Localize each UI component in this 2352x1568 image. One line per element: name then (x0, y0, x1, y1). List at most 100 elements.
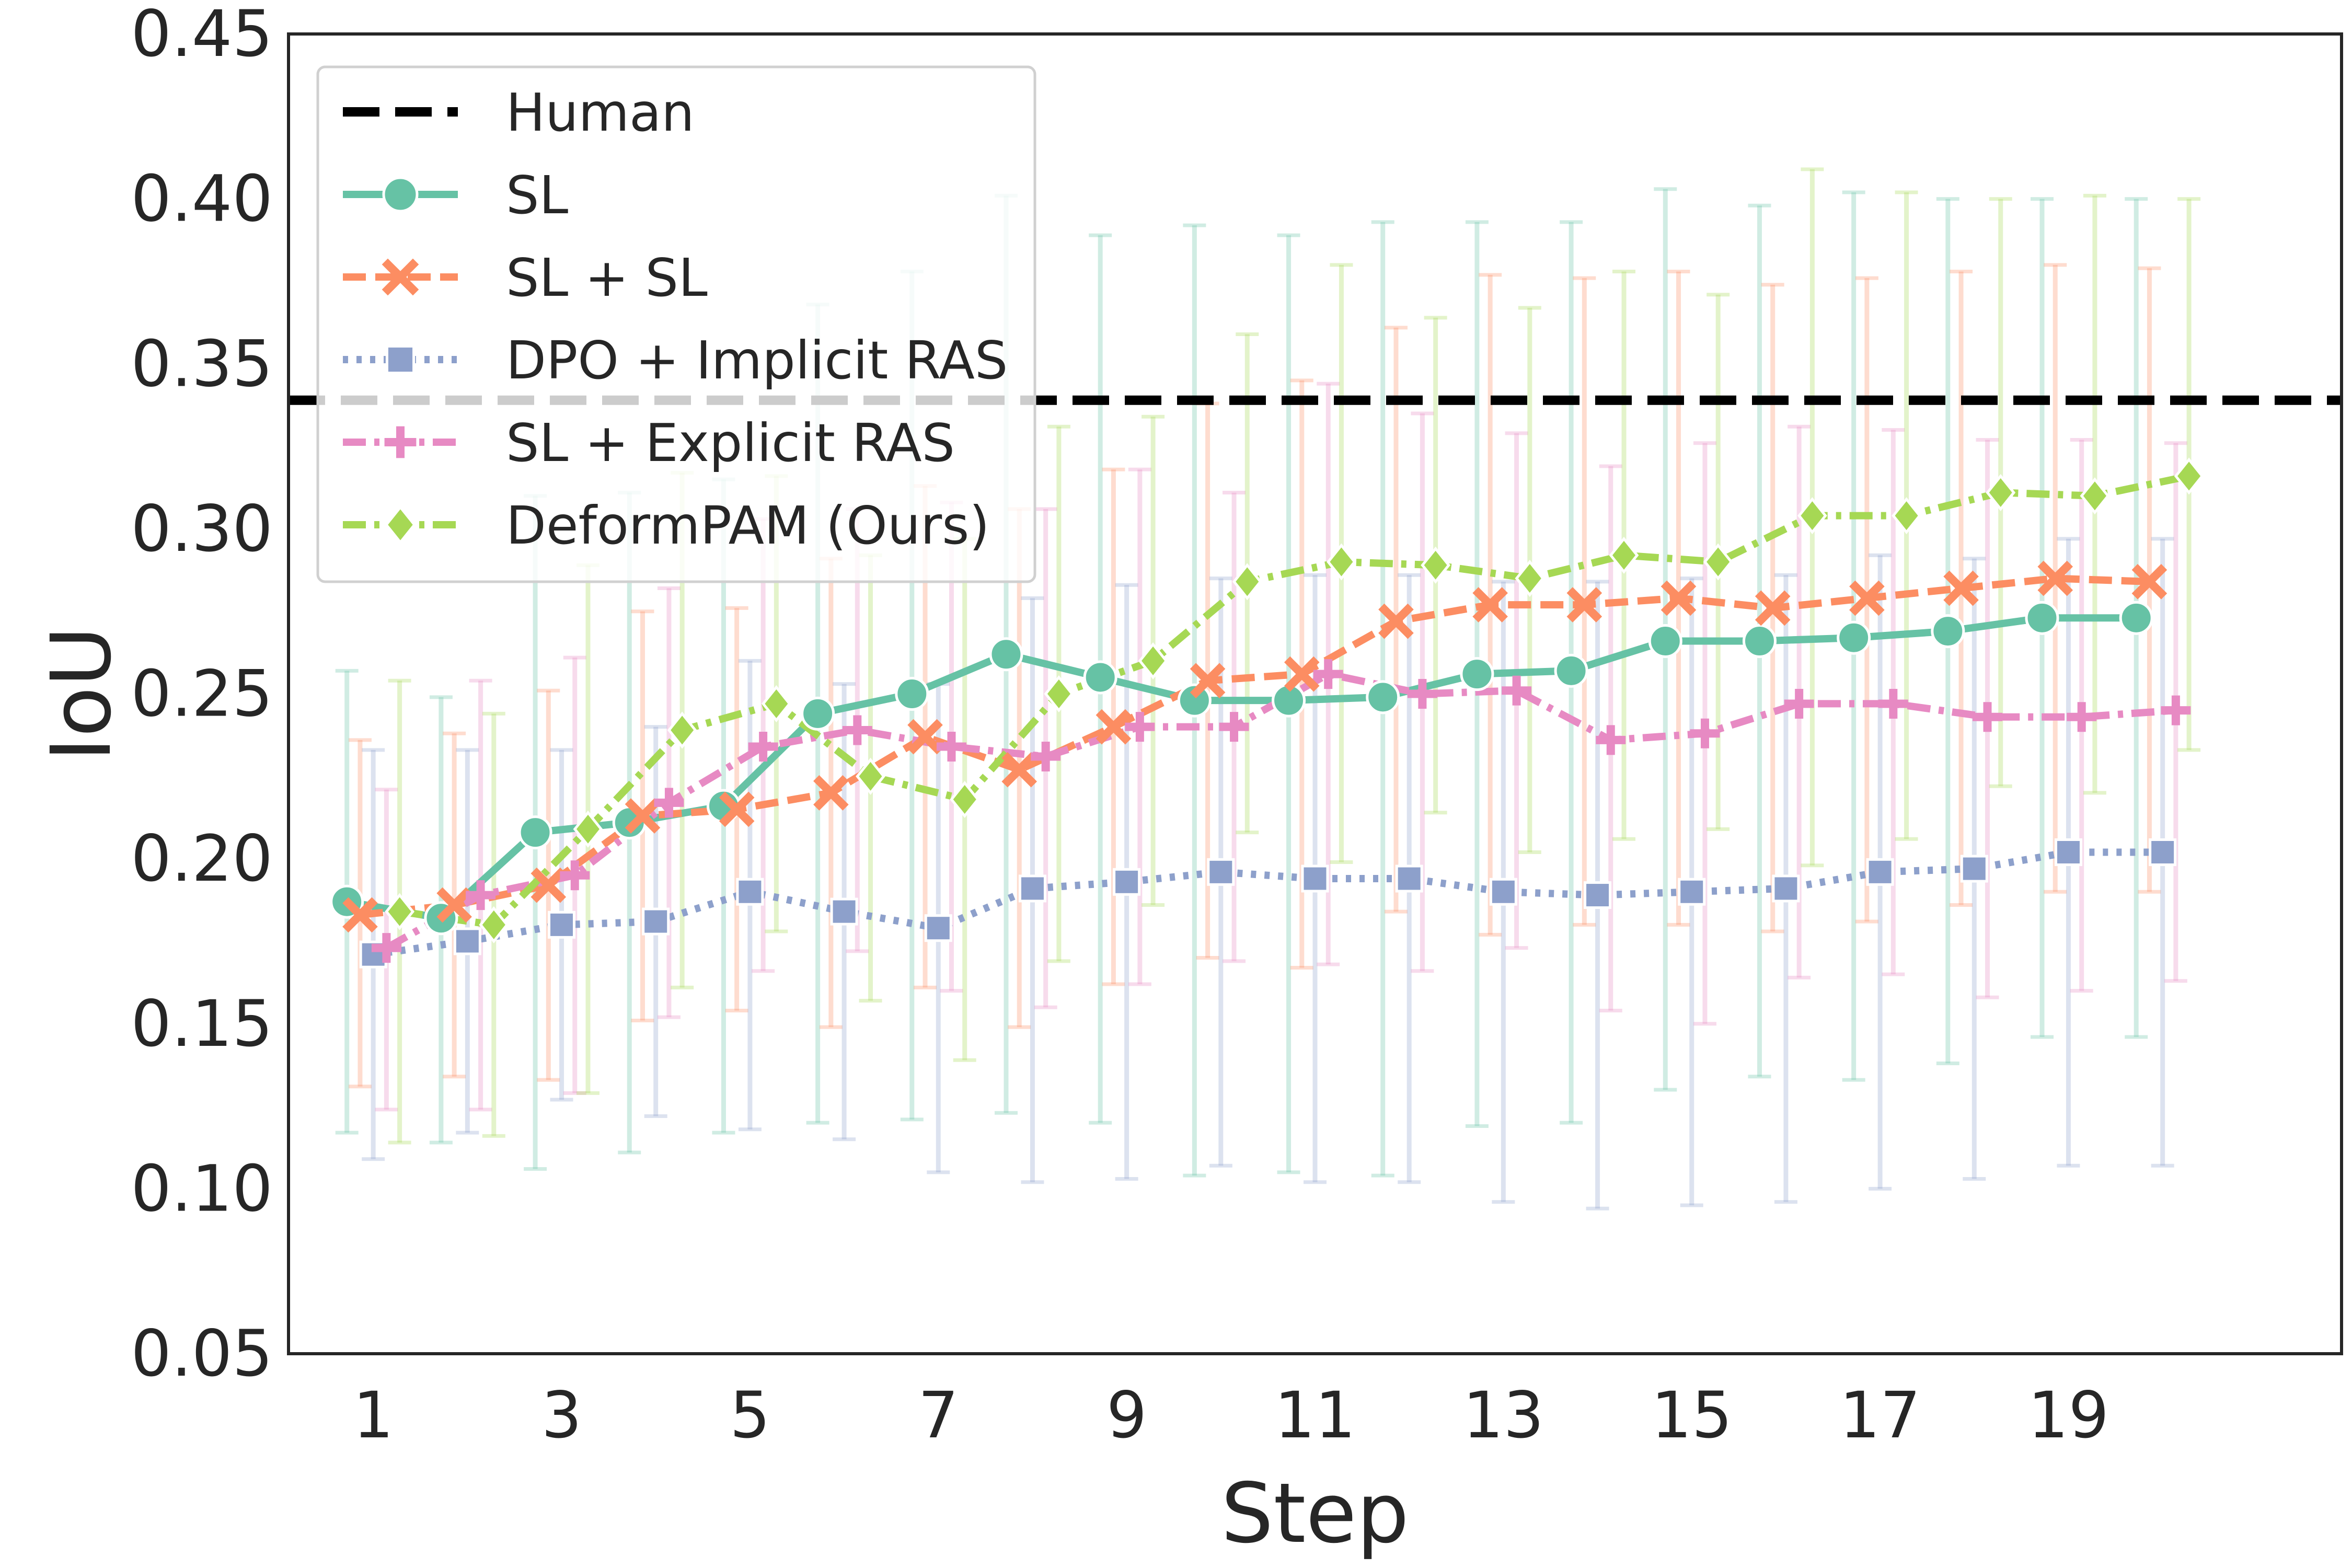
data-point (1190, 663, 1226, 699)
y-tick-label: 0.15 (131, 987, 273, 1061)
data-point (719, 791, 755, 827)
data-point (1878, 688, 1908, 719)
data-point (531, 867, 567, 903)
data-point (1031, 741, 1061, 771)
y-tick-label: 0.40 (131, 162, 273, 236)
data-point (436, 887, 472, 923)
data-point (761, 685, 791, 722)
data-point (1113, 868, 1141, 896)
data-point (907, 719, 943, 755)
data-point (2067, 702, 2097, 732)
data-point (1797, 497, 1827, 535)
data-point (1001, 752, 1037, 788)
x-tick-label: 19 (2028, 1378, 2109, 1452)
x-tick-label: 11 (1274, 1378, 1355, 1452)
data-point (1678, 878, 1706, 906)
data-point (625, 798, 661, 834)
y-tick-label: 0.35 (131, 327, 273, 401)
data-point (1502, 675, 1532, 706)
data-point (385, 893, 415, 930)
y-tick-label: 0.20 (131, 822, 273, 896)
data-point (1407, 679, 1437, 709)
data-point (2054, 838, 2082, 866)
legend-marker (384, 505, 417, 545)
legend-marker (384, 426, 417, 458)
data-point (1609, 536, 1639, 574)
data-point (371, 933, 401, 963)
x-tick-label: 9 (1106, 1378, 1147, 1452)
data-point (830, 897, 858, 926)
data-point (950, 780, 980, 818)
data-point (1378, 603, 1414, 639)
data-point (1986, 474, 2016, 511)
data-point (2037, 560, 2073, 596)
data-point (1472, 587, 1508, 622)
data-point (748, 732, 778, 762)
data-point (1943, 570, 1979, 606)
data-point (342, 897, 378, 933)
data-point (2174, 457, 2204, 495)
data-point (1515, 560, 1545, 597)
data-point (573, 810, 603, 848)
data-point (842, 715, 872, 745)
data-point (1327, 543, 1356, 581)
data-point (856, 757, 885, 795)
data-point (1849, 580, 1885, 616)
data-point (1232, 563, 1262, 601)
data-point (1366, 680, 1400, 714)
data-point (1096, 709, 1132, 745)
data-point (518, 815, 552, 850)
data-point (989, 637, 1023, 672)
data-point (1566, 587, 1602, 622)
data-point (1460, 657, 1494, 691)
data-point (1837, 620, 1871, 655)
data-point (1931, 614, 1965, 649)
y-axis-label: IoU (33, 626, 130, 762)
data-point (895, 677, 929, 711)
data-point (813, 775, 849, 811)
y-tick-label: 0.10 (131, 1151, 273, 1226)
data-point (1044, 675, 1074, 713)
data-point (2149, 838, 2177, 866)
data-point (1489, 878, 1517, 906)
data-point (1690, 718, 1720, 748)
legend-label: SL (506, 165, 568, 226)
data-point (654, 788, 684, 818)
data-point (1772, 874, 1800, 903)
legend-marker (385, 344, 416, 375)
data-point (1960, 855, 1988, 883)
data-point (667, 711, 697, 749)
data-point (560, 860, 590, 891)
data-point (1742, 624, 1777, 658)
x-tick-label: 13 (1463, 1378, 1544, 1452)
legend: Human SL SL + SL DPO + Implicit RAS SL + Exp… (316, 65, 1036, 583)
y-tick-label: 0.05 (131, 1317, 273, 1391)
data-point (1661, 580, 1697, 616)
series-line (373, 848, 2163, 959)
data-point (1301, 864, 1329, 893)
data-point (453, 927, 481, 955)
data-point (1083, 660, 1117, 695)
legend-label: Human (506, 82, 695, 143)
data-point (924, 914, 952, 942)
data-point (1284, 656, 1320, 692)
y-tick-label: 0.45 (131, 0, 273, 71)
data-point (2025, 601, 2059, 635)
x-axis-label: Step (1221, 1466, 1409, 1562)
legend-marker (382, 176, 419, 213)
legend-label: DPO + Implicit RAS (506, 330, 1008, 391)
axis-ticks: 0.050.100.150.200.250.300.350.400.451 3 5 7… (131, 0, 2109, 1452)
data-point (1892, 497, 1921, 535)
series-markers (330, 457, 2204, 969)
data-point (1313, 659, 1343, 689)
legend-label: SL + SL (506, 247, 708, 308)
data-point (2161, 695, 2191, 725)
legend-marker (382, 258, 419, 296)
data-point (1703, 543, 1733, 581)
x-tick-label: 17 (1839, 1378, 1920, 1452)
data-point (1138, 642, 1168, 679)
data-point (642, 907, 670, 936)
series-line (360, 574, 2150, 919)
data-point (2131, 564, 2167, 599)
